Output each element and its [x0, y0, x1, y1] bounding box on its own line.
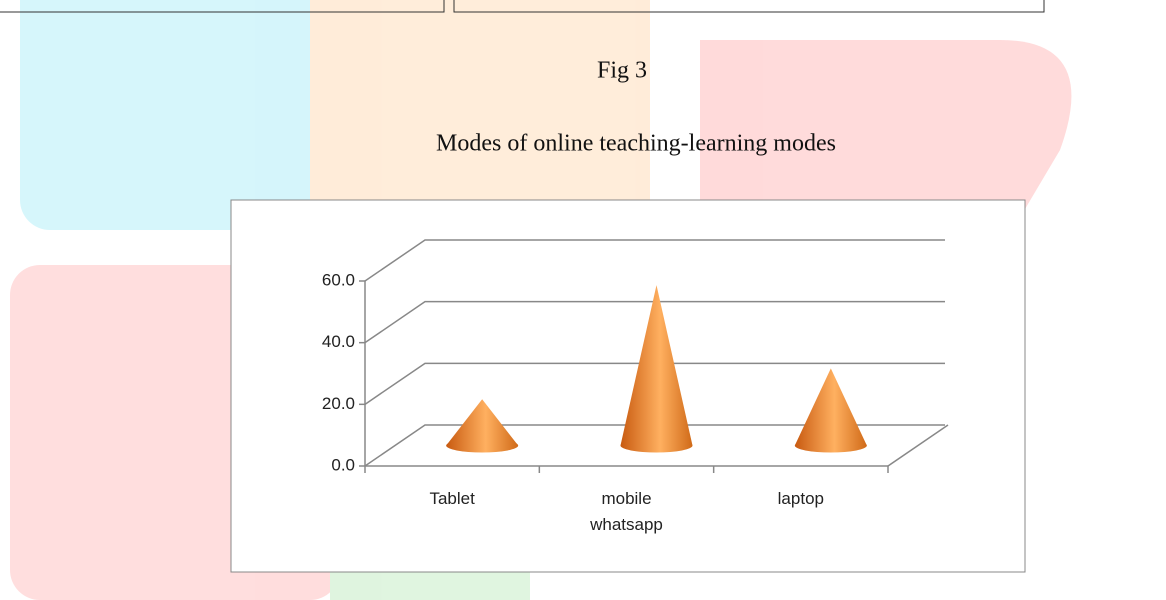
grid-line — [364, 239, 945, 282]
x-tick-label-line: laptop — [778, 489, 824, 508]
x-tick-label-line: mobile — [601, 489, 651, 508]
x-tick-label: mobile whatsapp — [589, 489, 663, 534]
cone-base — [446, 438, 519, 453]
cone — [794, 368, 867, 453]
y-tick-label: 0.0 — [331, 455, 355, 474]
y-tick-label: 60.0 — [322, 270, 355, 289]
x-tick-label: laptop — [778, 489, 824, 508]
cone-body — [794, 368, 867, 446]
table-cell — [453, 0, 1045, 13]
grid-line — [364, 300, 945, 344]
cone — [620, 285, 693, 453]
chart-frame — [230, 199, 1026, 573]
y-tick-label: 40.0 — [322, 332, 355, 351]
figure-caption: Modes of online teaching-learning modes — [436, 131, 836, 157]
cone-base — [620, 438, 693, 453]
y-tick-label: 20.0 — [322, 394, 355, 413]
figure-label: Fig 3 — [597, 58, 647, 84]
grid-line — [364, 362, 945, 405]
grid-line — [364, 424, 945, 467]
x-tick-label: Tablet — [429, 489, 475, 508]
axis-line — [887, 424, 949, 467]
cone-base — [794, 438, 867, 453]
cone-body — [446, 399, 519, 446]
x-tick-label-line: Tablet — [429, 489, 475, 508]
cone-body — [620, 285, 693, 446]
table-cell — [0, 0, 445, 13]
x-tick-label-line: whatsapp — [589, 515, 663, 534]
cone — [446, 399, 519, 453]
